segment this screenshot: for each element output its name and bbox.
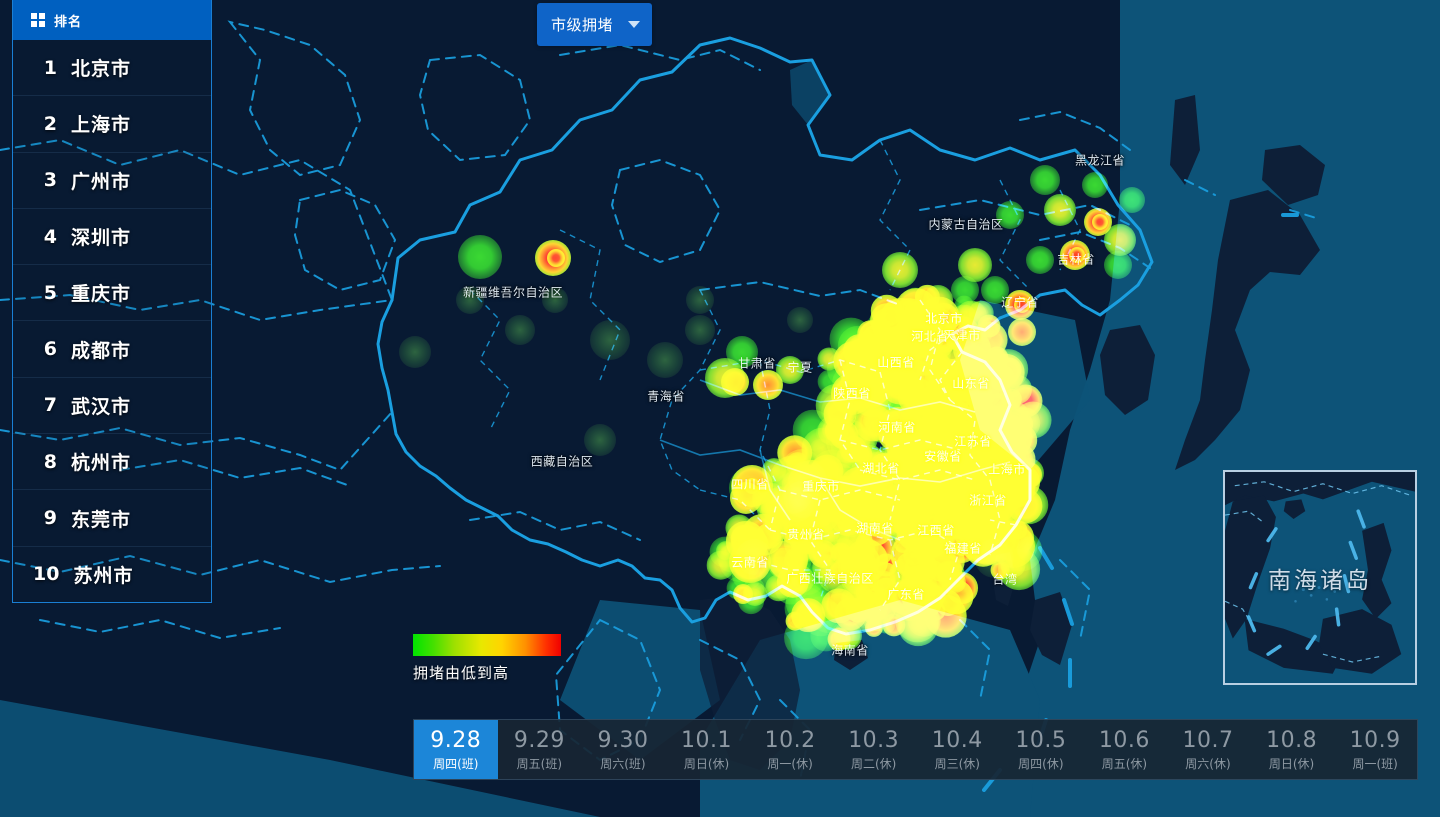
ranking-row-9[interactable]: 9 东莞市	[13, 490, 211, 547]
ranking-row-1[interactable]: 1 北京市	[13, 40, 211, 97]
date-tab-9.28[interactable]: 9.28 周四(班)	[414, 720, 498, 779]
inset-vector	[1225, 472, 1415, 683]
date-label: 10.4	[931, 727, 983, 753]
legend-caption: 拥堵由低到高	[413, 664, 510, 682]
weekday-label: 周二(休)	[850, 756, 897, 771]
inset-malay	[1244, 618, 1343, 674]
congestion-legend: 拥堵由低到高	[413, 634, 561, 683]
ranking-row-2[interactable]: 2 上海市	[13, 96, 211, 153]
ranking-row-4[interactable]: 4 深圳市	[13, 209, 211, 266]
date-tab-10.2[interactable]: 10.2 周一(休)	[748, 720, 832, 779]
ranking-row-6[interactable]: 6 成都市	[13, 321, 211, 378]
weekday-label: 周三(休)	[934, 756, 980, 771]
rank-city-name: 广州市	[71, 170, 132, 193]
ranking-row-7[interactable]: 7 武汉市	[13, 378, 211, 435]
rank-city-name: 杭州市	[71, 452, 132, 475]
date-label: 9.28	[430, 727, 482, 753]
ranking-row-10[interactable]: 10 苏州市	[13, 547, 211, 602]
date-label: 10.9	[1349, 727, 1401, 753]
landmass-japan	[1175, 190, 1320, 470]
date-tab-10.4[interactable]: 10.4 周三(休)	[915, 720, 999, 779]
rank-number: 1	[43, 56, 57, 79]
ocean-indian	[0, 700, 600, 817]
ranking-row-3[interactable]: 3 广州市	[13, 153, 211, 209]
rank-number: 5	[43, 281, 57, 304]
date-tab-10.1[interactable]: 10.1 周日(休)	[665, 720, 749, 779]
weekday-label: 周四(班)	[433, 756, 479, 771]
rank-city-name: 上海市	[71, 114, 132, 137]
date-tab-10.9[interactable]: 10.9 周一(班)	[1333, 720, 1417, 779]
rank-number: 10	[33, 563, 60, 586]
landmass-hokkaido	[1262, 145, 1325, 205]
date-label: 10.1	[681, 727, 733, 753]
weekday-label: 周六(休)	[1185, 756, 1231, 771]
date-label: 10.7	[1182, 727, 1234, 753]
legend-gradient-bar	[413, 634, 561, 656]
rank-number: 8	[43, 450, 57, 473]
rank-city-name: 重庆市	[71, 283, 132, 306]
date-timeline[interactable]: 9.28 周四(班) 9.29 周五(班) 9.30 周六(班) 10.1 周日(休) 10.2…	[413, 719, 1418, 780]
rank-number: 9	[43, 507, 57, 530]
landmass-sakhalin	[1170, 95, 1200, 185]
rank-city-name: 北京市	[71, 58, 132, 81]
date-label: 10.5	[1015, 727, 1067, 753]
rank-city-name: 东莞市	[71, 508, 132, 531]
ranking-row-8[interactable]: 8 杭州市	[13, 434, 211, 491]
rank-number: 7	[43, 394, 57, 417]
date-label: 10.3	[848, 727, 900, 753]
south-china-sea-inset[interactable]: 南海诸岛	[1223, 470, 1417, 685]
rank-number: 2	[43, 112, 57, 135]
weekday-label: 周六(班)	[600, 756, 646, 771]
dropdown-selected-label: 市级拥堵	[551, 16, 614, 34]
date-tab-10.8[interactable]: 10.8 周日(休)	[1250, 720, 1334, 779]
weekday-label: 周日(休)	[1268, 756, 1315, 771]
date-tab-9.29[interactable]: 9.29 周五(班)	[498, 720, 582, 779]
weekday-label: 周一(班)	[1352, 756, 1398, 771]
ranking-panel-title: 排名	[54, 14, 83, 30]
date-tab-10.6[interactable]: 10.6 周五(休)	[1083, 720, 1167, 779]
chevron-down-icon	[628, 21, 640, 28]
city-ranking-panel: 排名 1 北京市 2 上海市 3 广州市 4 深圳市 5 重庆市 6 成都市 7 武汉市 8 杭州市 9 东莞市 1…	[12, 0, 212, 603]
date-label: 9.29	[513, 727, 565, 753]
inset-nine-dash-line	[1246, 509, 1366, 656]
rank-city-name: 武汉市	[71, 395, 132, 418]
rank-number: 3	[43, 169, 57, 192]
date-label: 9.30	[597, 727, 649, 753]
rank-city-name: 成都市	[71, 339, 132, 362]
weekday-label: 周五(班)	[516, 756, 563, 771]
date-label: 10.6	[1098, 727, 1150, 753]
inset-hainan	[1283, 499, 1306, 520]
inset-indochina	[1225, 495, 1276, 639]
date-label: 10.8	[1266, 727, 1318, 753]
inset-philippines	[1362, 522, 1392, 619]
date-tab-10.3[interactable]: 10.3 周二(休)	[832, 720, 916, 779]
weekday-label: 周四(休)	[1018, 756, 1064, 771]
rank-number: 6	[43, 338, 57, 361]
rank-number: 4	[43, 225, 57, 248]
rank-city-name: 深圳市	[71, 227, 132, 250]
inset-label: 南海诸岛	[1268, 567, 1372, 594]
grid-icon	[31, 13, 45, 27]
weekday-label: 周一(休)	[767, 756, 813, 771]
weekday-label: 周五(休)	[1101, 756, 1148, 771]
congestion-mode-dropdown[interactable]: 市级拥堵	[537, 3, 652, 46]
rank-city-name: 苏州市	[73, 564, 134, 587]
ranking-row-5[interactable]: 5 重庆市	[13, 265, 211, 322]
landmass-philippines	[1030, 592, 1072, 665]
date-tab-10.5[interactable]: 10.5 周四(休)	[999, 720, 1083, 779]
date-label: 10.2	[764, 727, 816, 753]
date-tab-9.30[interactable]: 9.30 周六(班)	[581, 720, 665, 779]
date-tab-10.7[interactable]: 10.7 周六(休)	[1166, 720, 1250, 779]
landmass-korea	[1100, 325, 1155, 415]
inset-china-south	[1225, 472, 1314, 506]
weekday-label: 周日(休)	[683, 756, 730, 771]
ranking-panel-header: 排名	[13, 0, 211, 40]
ranking-list[interactable]: 1 北京市 2 上海市 3 广州市 4 深圳市 5 重庆市 6 成都市 7 武汉市 8 杭州市 9 东莞市 10 苏州…	[13, 40, 211, 602]
